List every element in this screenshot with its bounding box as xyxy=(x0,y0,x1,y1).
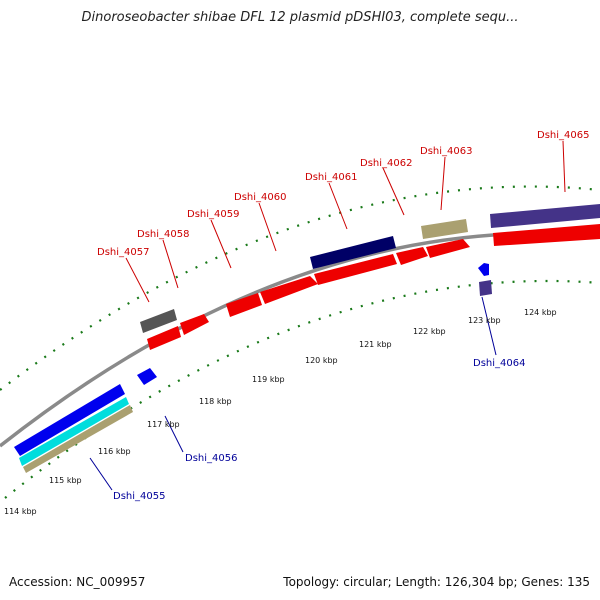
tick-label-115: 115 kbp xyxy=(49,476,82,485)
gene-label-dshi-4063[interactable]: Dshi_4063 xyxy=(420,146,472,157)
tick-label-123: 123 kbp xyxy=(468,316,501,325)
feature-dshi-4061[interactable] xyxy=(314,254,397,285)
tick-label-120: 120 kbp xyxy=(305,356,338,365)
feature-dshi-4062[interactable] xyxy=(396,247,428,265)
feature-dshi-4065[interactable] xyxy=(493,224,600,246)
feature-dshi-4061-navy[interactable] xyxy=(310,236,396,269)
tick-label-117: 117 kbp xyxy=(147,420,180,429)
map-title: Dinoroseobacter shibae DFL 12 plasmid pD… xyxy=(81,10,519,25)
minus-label-connectors xyxy=(89,296,497,491)
feature-dshi-4060[interactable] xyxy=(260,276,318,304)
tick-label-114: 114 kbp xyxy=(4,507,37,516)
gene-label-dshi-4061[interactable]: Dshi_4061 xyxy=(305,172,357,183)
gene-label-dshi-4057[interactable]: Dshi_4057 xyxy=(97,247,149,258)
feature-dshi-4064[interactable] xyxy=(478,263,489,276)
feature-dshi-4057[interactable] xyxy=(147,326,181,350)
feature-dshi-4063[interactable] xyxy=(426,239,470,258)
feature-grey-block[interactable] xyxy=(140,309,177,333)
gene-label-dshi-4055[interactable]: Dshi_4055 xyxy=(113,491,165,502)
gene-label-dshi-4059[interactable]: Dshi_4059 xyxy=(187,209,239,220)
gene-label-dshi-4056[interactable]: Dshi_4056 xyxy=(185,453,237,464)
tick-label-116: 116 kbp xyxy=(98,447,131,456)
gene-label-dshi-4060[interactable]: Dshi_4060 xyxy=(234,192,286,203)
feature-dshi-4065-purple[interactable] xyxy=(490,204,600,228)
plus-label-connectors xyxy=(125,140,566,303)
tick-label-122: 122 kbp xyxy=(413,327,446,336)
feature-dshi-4056[interactable] xyxy=(137,368,157,385)
tick-label-119: 119 kbp xyxy=(252,375,285,384)
feature-dshi-4055-blue[interactable] xyxy=(14,384,125,456)
tick-label-118: 118 kbp xyxy=(199,397,232,406)
tick-label-124: 124 kbp xyxy=(524,308,557,317)
gene-label-dshi-4058[interactable]: Dshi_4058 xyxy=(137,229,189,240)
summary-text: Topology: circular; Length: 126,304 bp; … xyxy=(283,575,590,589)
feature-dshi-4059[interactable] xyxy=(226,293,262,317)
tick-label-121: 121 kbp xyxy=(359,340,392,349)
feature-dshi-4063-khaki[interactable] xyxy=(421,219,468,239)
accession-text: Accession: NC_009957 xyxy=(9,575,146,589)
gene-label-dshi-4062[interactable]: Dshi_4062 xyxy=(360,158,412,169)
gene-label-dshi-4064[interactable]: Dshi_4064 xyxy=(473,358,525,369)
inner-tick-ring xyxy=(4,279,600,499)
feature-dshi-4055-cyan[interactable] xyxy=(19,397,129,466)
feature-dshi-4064-purple[interactable] xyxy=(479,280,492,296)
gene-label-dshi-4065[interactable]: Dshi_4065 xyxy=(537,130,589,141)
feature-dshi-4055-khaki[interactable] xyxy=(23,405,133,473)
feature-dshi-4058[interactable] xyxy=(180,314,209,335)
